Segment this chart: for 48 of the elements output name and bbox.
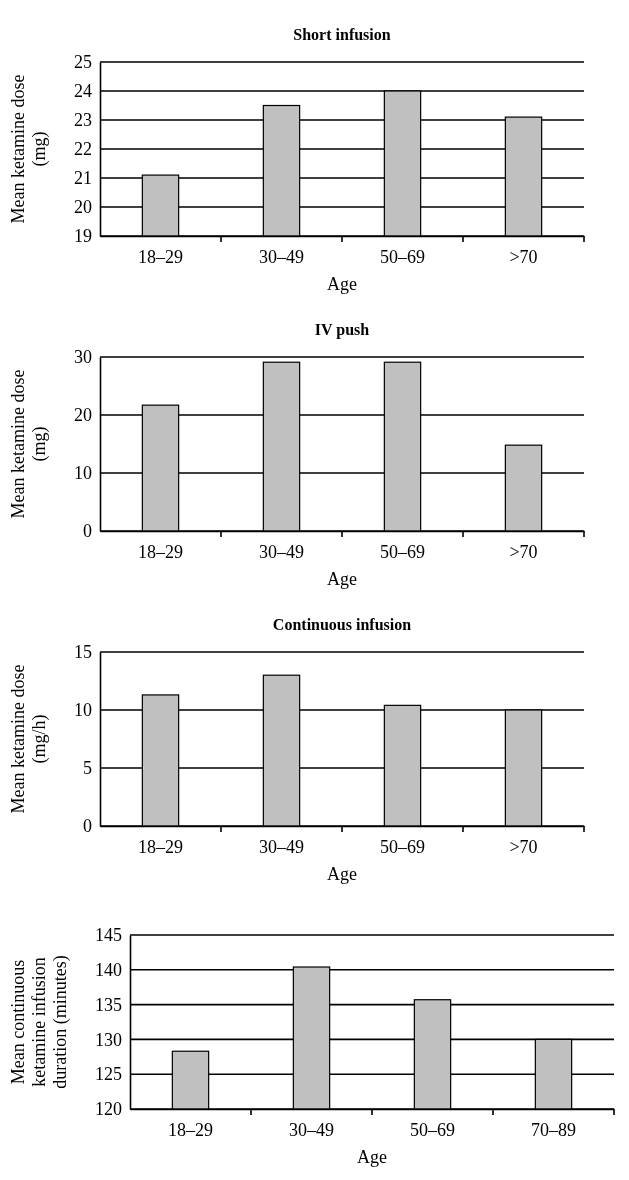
y-tick-label: 130	[95, 1029, 122, 1050]
x-axis-title: Age	[327, 274, 357, 294]
y-tick-label: 15	[74, 642, 92, 663]
y-tick-label: 20	[74, 197, 92, 218]
y-tick-label: 5	[83, 758, 92, 779]
y-tick-label: 20	[74, 405, 92, 426]
x-tick-label: >70	[509, 246, 538, 267]
y-tick-label: 23	[74, 110, 92, 131]
y-tick-label: 10	[74, 463, 92, 484]
chart-title: IV push	[314, 321, 370, 339]
y-tick-label: 125	[95, 1064, 122, 1085]
y-tick-label: 19	[74, 226, 92, 247]
y-axis-title: Mean continuous ketamine infusion duration (minutes)	[8, 955, 72, 1089]
y-tick-label: 145	[95, 925, 122, 946]
y-tick-label: 21	[74, 168, 92, 189]
x-tick-label: 30–49	[259, 246, 304, 267]
x-tick-label: 30–49	[259, 836, 304, 857]
x-tick-label: >70	[509, 541, 538, 562]
x-tick-label: 50–69	[380, 541, 425, 562]
y-axis-title: Mean ketamine dose (mg)	[8, 74, 51, 224]
y-tick-label: 24	[74, 81, 92, 102]
y-tick-label: 140	[95, 960, 122, 981]
x-tick-label: >70	[509, 836, 538, 857]
x-axis-title: Age	[357, 1147, 387, 1167]
y-tick-label: 30	[74, 347, 92, 368]
y-axis-title: Mean ketamine dose (mg)	[8, 369, 51, 519]
y-tick-label: 22	[74, 139, 92, 160]
x-tick-label: 50–69	[410, 1119, 455, 1140]
x-tick-label: 50–69	[380, 246, 425, 267]
chart-title: Short infusion	[293, 26, 391, 43]
chart-title: Continuous infusion	[272, 616, 412, 633]
x-tick-label: 30–49	[289, 1119, 334, 1140]
y-tick-label: 135	[95, 994, 122, 1015]
y-axis-title: Mean ketamine dose (mg/h)	[8, 664, 51, 814]
y-tick-label: 10	[74, 700, 92, 721]
x-tick-label: 50–69	[380, 836, 425, 857]
y-tick-label: 25	[74, 52, 92, 73]
y-tick-label: 0	[83, 816, 92, 837]
y-tick-label: 120	[95, 1099, 122, 1120]
x-tick-label: 70–89	[531, 1119, 576, 1140]
x-tick-label: 30–49	[259, 541, 304, 562]
x-tick-label: 18–29	[138, 541, 183, 562]
x-axis-title: Age	[327, 864, 357, 884]
x-tick-label: 18–29	[138, 246, 183, 267]
x-axis-title: Age	[327, 569, 357, 589]
x-tick-label: 18–29	[138, 836, 183, 857]
x-tick-label: 18–29	[168, 1119, 213, 1140]
y-tick-label: 0	[83, 521, 92, 542]
